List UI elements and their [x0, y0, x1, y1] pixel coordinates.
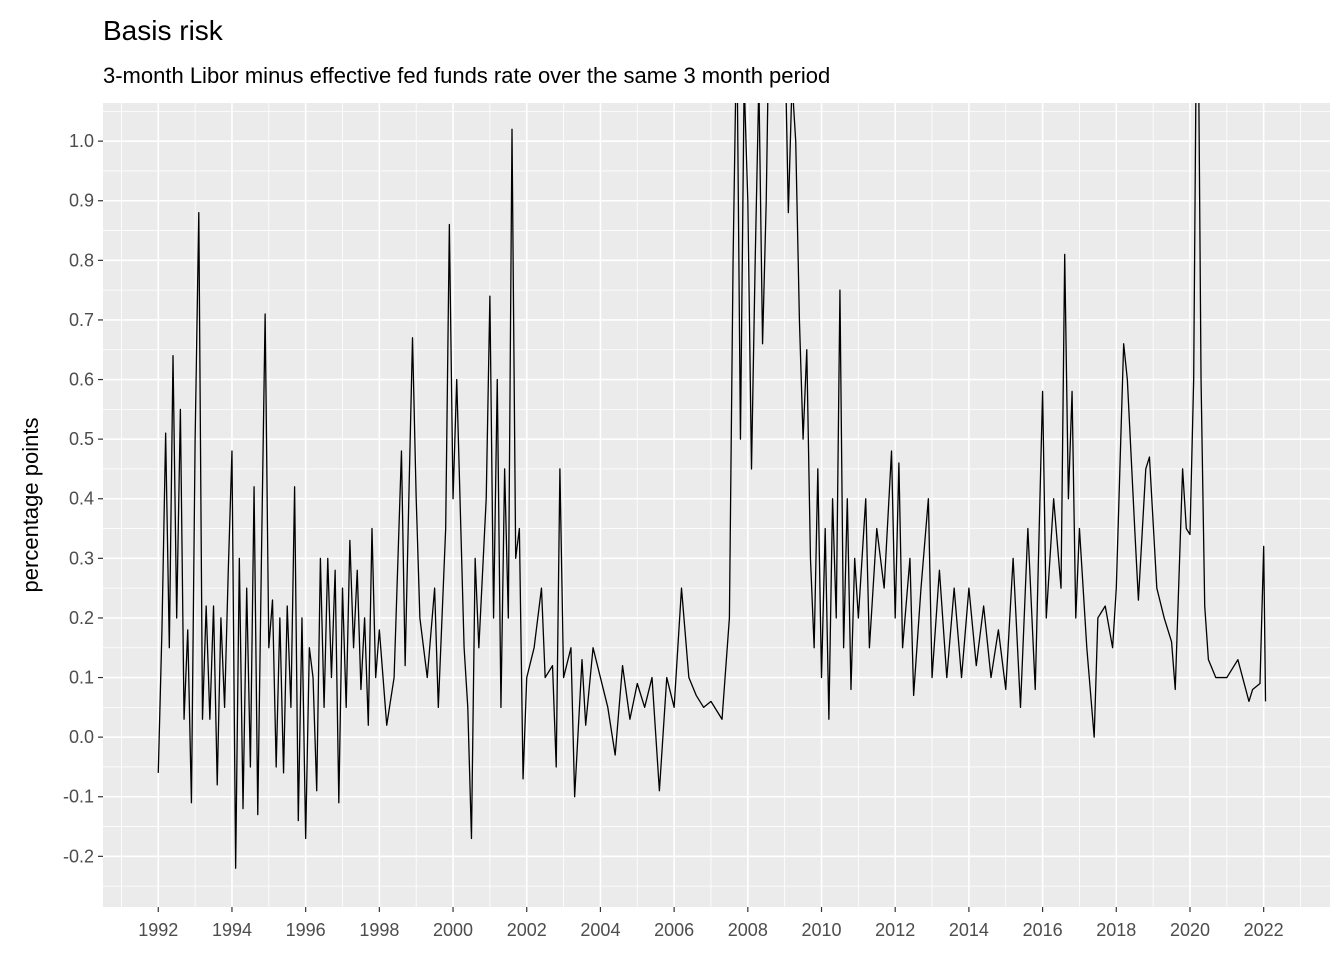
- y-tick-label: 0.7: [69, 310, 94, 330]
- y-tick-label: 0.2: [69, 608, 94, 628]
- x-tick-label: 2000: [433, 920, 473, 940]
- y-tick-label: 0.5: [69, 429, 94, 449]
- panel: [103, 103, 1330, 907]
- plot-area: [157, 103, 1267, 869]
- x-tick-label: 2018: [1096, 920, 1136, 940]
- x-tick-label: 1994: [212, 920, 252, 940]
- y-tick-label: 0.6: [69, 370, 94, 390]
- x-tick-label: 2010: [801, 920, 841, 940]
- y-tick-label: 0.9: [69, 191, 94, 211]
- x-tick-label: 1996: [286, 920, 326, 940]
- x-tick-label: 2008: [728, 920, 768, 940]
- x-tick-label: 2004: [580, 920, 620, 940]
- x-tick-label: 2012: [875, 920, 915, 940]
- y-tick-label: 0.8: [69, 250, 94, 270]
- x-tick-label: 2002: [507, 920, 547, 940]
- x-tick-label: 2022: [1244, 920, 1284, 940]
- y-tick-label: 0.1: [69, 668, 94, 688]
- y-axis-label: percentage points: [18, 418, 43, 593]
- x-tick-label: 2016: [1023, 920, 1063, 940]
- data-line: [157, 103, 1267, 869]
- x-tick-label: 1998: [359, 920, 399, 940]
- chart-title: Basis risk: [103, 15, 224, 46]
- y-tick-label: 0.4: [69, 489, 94, 509]
- y-tick-label: 1.0: [69, 131, 94, 151]
- x-tick-label: 1992: [138, 920, 178, 940]
- y-tick-label: -0.1: [63, 787, 94, 807]
- x-tick-label: 2020: [1170, 920, 1210, 940]
- y-tick-label: 0.3: [69, 548, 94, 568]
- x-tick-label: 2006: [654, 920, 694, 940]
- y-tick-label: -0.2: [63, 846, 94, 866]
- chart-subtitle: 3-month Libor minus effective fed funds …: [103, 63, 830, 88]
- grid: [103, 103, 1330, 907]
- y-tick-label: 0.0: [69, 727, 94, 747]
- x-tick-label: 2014: [949, 920, 989, 940]
